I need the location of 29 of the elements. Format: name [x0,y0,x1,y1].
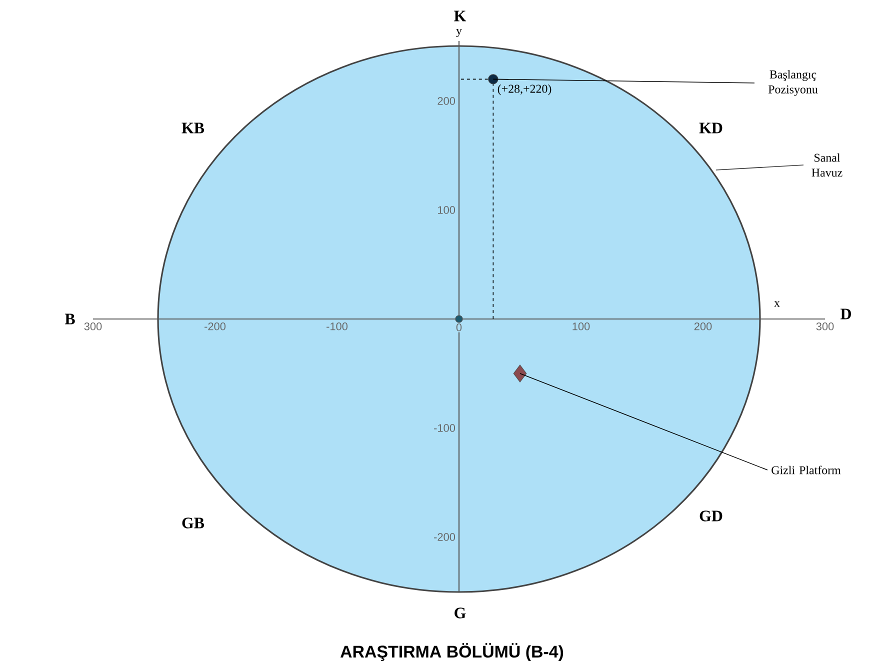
annotation: Sanal Havuz [812,153,842,177]
x-tick-label: 0 [456,324,462,332]
text: B [64,314,75,324]
x-tick-label: 300 [84,322,102,330]
y-axis-title: y [456,28,462,38]
point [157,45,761,593]
text: ARAŞTIRMA BÖLÜMÜ (B-4) [340,643,564,661]
text: G [454,608,466,618]
annotation: Başlangıç Pozisyonu [768,70,818,96]
point [488,74,498,84]
annotation: KD [699,122,722,134]
data-label: (+28,+220) [498,84,552,96]
annotation: Gizli Platform [772,466,841,474]
x-tick-label: 300 [816,322,834,330]
point [513,364,527,382]
x-tick-label: -200 [204,322,226,330]
y-tick-label: -100 [434,424,456,432]
annotation: KB [182,122,204,134]
y-tick-label: 200 [438,97,456,105]
text: D [840,308,851,320]
y-tick-label: -200 [434,533,456,541]
text: K [454,10,466,22]
x-tick-label: 200 [694,322,712,330]
y-tick-label: 100 [438,206,456,214]
x-tick-label: 100 [572,322,590,330]
annotation: GB [182,518,204,528]
annotation: GD [700,510,722,522]
x-tick-label: -100 [326,322,348,330]
x-axis-title: x [774,301,780,307]
